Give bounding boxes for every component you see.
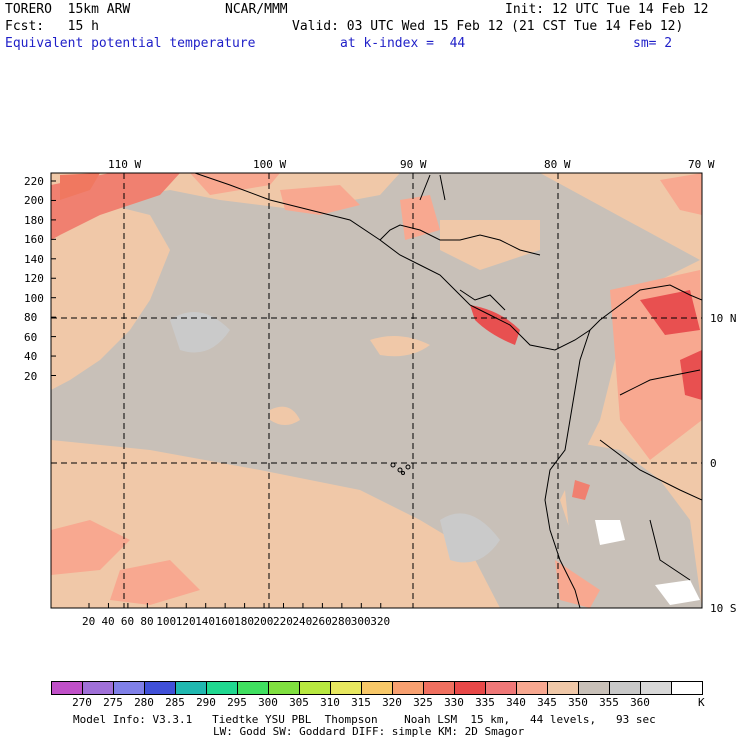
x-tick-label: 100 bbox=[156, 615, 177, 628]
lat-label-0: 0 bbox=[710, 457, 717, 470]
x-tick-label: 20 bbox=[82, 615, 96, 628]
lon-label-90w: 90 W bbox=[400, 158, 427, 171]
colorbar-swatch bbox=[547, 681, 578, 695]
colorbar-label: 270 bbox=[72, 696, 92, 709]
x-tick-label: 280 bbox=[331, 615, 352, 628]
colorbar-swatch bbox=[113, 681, 144, 695]
lon-label-100w: 100 W bbox=[253, 158, 287, 171]
colorbar-label: 305 bbox=[289, 696, 309, 709]
colorbar-label: 360 bbox=[630, 696, 650, 709]
colorbar-label: 280 bbox=[134, 696, 154, 709]
organization: NCAR/MMM bbox=[225, 2, 288, 17]
x-tick-label: 300 bbox=[350, 615, 371, 628]
x-tick-label: 220 bbox=[273, 615, 293, 628]
lat-label-10s: 10 S bbox=[710, 602, 737, 615]
coastlines bbox=[194, 173, 702, 608]
theta-e-field bbox=[51, 173, 702, 608]
colorbar-swatch bbox=[671, 681, 703, 695]
colorbar-label: 285 bbox=[165, 696, 185, 709]
x-tick-label: 260 bbox=[311, 615, 332, 628]
y-tick-label: 180 bbox=[24, 213, 44, 227]
colorbar-swatch bbox=[640, 681, 671, 695]
x-tick-label: 40 bbox=[101, 615, 115, 628]
colorbar-label: 345 bbox=[537, 696, 557, 709]
colorbar-swatch bbox=[330, 681, 361, 695]
x-tick-label: 60 bbox=[120, 615, 135, 628]
colorbar-label: 335 bbox=[475, 696, 495, 709]
colorbar-swatch bbox=[578, 681, 609, 695]
x-tick-label: 320 bbox=[370, 615, 391, 628]
colorbar-label: 330 bbox=[444, 696, 464, 709]
x-tick-label: 180 bbox=[234, 615, 254, 628]
y-tick-label: 120 bbox=[24, 272, 44, 286]
colorbar-swatch bbox=[144, 681, 175, 695]
y-tick-label: 160 bbox=[24, 233, 44, 247]
colorbar-swatch bbox=[361, 681, 392, 695]
colorbar-swatch bbox=[206, 681, 237, 695]
colorbar-label: 310 bbox=[320, 696, 340, 709]
colorbar-label: 290 bbox=[196, 696, 216, 709]
y-tick-label: 220 bbox=[24, 175, 44, 188]
forecast-hour: Fcst: 15 h bbox=[5, 19, 99, 34]
y-tick-label: 60 bbox=[24, 330, 38, 344]
map-plot bbox=[50, 172, 703, 609]
lon-label-80w: 80 W bbox=[544, 158, 571, 171]
colorbar-swatch bbox=[299, 681, 330, 695]
colorbar-swatch bbox=[485, 681, 516, 695]
x-tick-label: 200 bbox=[253, 615, 274, 628]
colorbar-swatch bbox=[82, 681, 113, 695]
colorbar-swatch bbox=[268, 681, 299, 695]
lat-lon-grid bbox=[51, 173, 702, 608]
model-name: TORERO 15km ARW bbox=[5, 2, 131, 17]
colorbar-label: 340 bbox=[506, 696, 526, 709]
colorbar-label: 320 bbox=[382, 696, 402, 709]
colorbar-swatch bbox=[175, 681, 206, 695]
y-tick-label: 140 bbox=[24, 252, 44, 266]
colorbar-label: 350 bbox=[568, 696, 588, 709]
x-tick-label: 140 bbox=[195, 615, 216, 628]
colorbar-swatch bbox=[392, 681, 423, 695]
init-time: Init: 12 UTC Tue 14 Feb 12 bbox=[505, 2, 709, 17]
colorbar-label: 275 bbox=[103, 696, 123, 709]
colorbar-label: 325 bbox=[413, 696, 433, 709]
colorbar-swatch bbox=[51, 681, 82, 695]
colorbar-swatch bbox=[516, 681, 547, 695]
lat-label-10n: 10 N bbox=[710, 312, 737, 325]
lon-label-110w: 110 W bbox=[108, 158, 142, 171]
smoothing-info: sm= 2 bbox=[633, 36, 673, 51]
x-tick-label: 120 bbox=[175, 615, 196, 628]
map-frame bbox=[50, 172, 703, 609]
x-tick-label: 240 bbox=[292, 615, 313, 628]
colorbar-swatch bbox=[609, 681, 640, 695]
colorbar-label: 315 bbox=[351, 696, 371, 709]
level-info: at k-index = 44 bbox=[340, 36, 466, 51]
colorbar-swatch bbox=[237, 681, 268, 695]
axis-ticks bbox=[51, 180, 382, 608]
valid-time: Valid: 03 UTC Wed 15 Feb 12 (21 CST Tue … bbox=[292, 19, 684, 34]
colorbar-unit: K bbox=[698, 696, 705, 709]
y-tick-label: 100 bbox=[24, 291, 44, 305]
y-tick-label: 200 bbox=[24, 194, 44, 208]
model-info-line2: LW: Godd SW: Goddard DIFF: simple KM: 2D… bbox=[213, 725, 525, 738]
colorbar-swatch bbox=[423, 681, 454, 695]
lon-label-70w: 70 W bbox=[688, 158, 715, 171]
colorbar-label: 295 bbox=[227, 696, 247, 709]
field-name: Equivalent potential temperature bbox=[5, 36, 256, 51]
colorbar-label: 300 bbox=[258, 696, 278, 709]
x-tick-label: 80 bbox=[140, 615, 154, 628]
y-tick-label: 20 bbox=[24, 369, 38, 383]
y-tick-label: 40 bbox=[24, 350, 38, 364]
model-info-line1: Model Info: V3.3.1 Tiedtke YSU PBL Thomp… bbox=[73, 713, 656, 726]
colorbar-label: 355 bbox=[599, 696, 619, 709]
y-tick-label: 80 bbox=[24, 311, 38, 325]
x-tick-label: 160 bbox=[214, 615, 235, 628]
colorbar-swatch bbox=[454, 681, 485, 695]
